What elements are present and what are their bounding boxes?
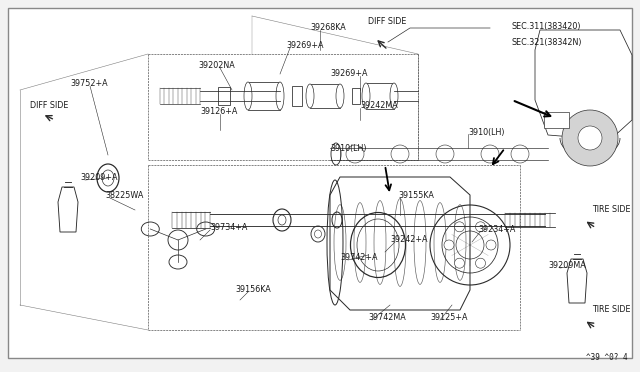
Bar — [352, 88, 360, 104]
Ellipse shape — [196, 222, 214, 236]
Ellipse shape — [306, 84, 314, 108]
Text: TIRE SIDE: TIRE SIDE — [592, 305, 630, 314]
Text: 39742MA: 39742MA — [368, 314, 406, 323]
Ellipse shape — [276, 82, 284, 110]
Text: 39242MA: 39242MA — [360, 102, 397, 110]
Ellipse shape — [244, 82, 252, 110]
Ellipse shape — [436, 145, 454, 163]
Bar — [544, 112, 569, 128]
Ellipse shape — [346, 145, 364, 163]
Text: 39125+A: 39125+A — [430, 314, 467, 323]
Text: ^39 ^0? 4: ^39 ^0? 4 — [586, 353, 628, 362]
Text: 39202NA: 39202NA — [198, 61, 235, 71]
Ellipse shape — [336, 84, 344, 108]
Text: DIFF SIDE: DIFF SIDE — [368, 17, 406, 26]
Ellipse shape — [311, 226, 325, 242]
Text: 38225WA: 38225WA — [105, 192, 143, 201]
Circle shape — [168, 230, 188, 250]
Text: 39269+A: 39269+A — [286, 42, 323, 51]
Bar — [248, 82, 280, 110]
Circle shape — [486, 240, 496, 250]
Text: 39126+A: 39126+A — [200, 108, 237, 116]
Text: 3910(LH): 3910(LH) — [468, 128, 504, 137]
Circle shape — [476, 222, 486, 232]
Ellipse shape — [391, 145, 409, 163]
Ellipse shape — [169, 255, 187, 269]
Bar — [292, 86, 302, 106]
Circle shape — [578, 126, 602, 150]
Circle shape — [454, 258, 465, 268]
Ellipse shape — [481, 145, 499, 163]
Text: DIFF SIDE: DIFF SIDE — [30, 100, 68, 109]
Text: 39752+A: 39752+A — [70, 80, 108, 89]
Text: TIRE SIDE: TIRE SIDE — [592, 205, 630, 215]
Circle shape — [562, 110, 618, 166]
Text: 39742+A: 39742+A — [340, 253, 378, 263]
Ellipse shape — [331, 143, 341, 165]
Ellipse shape — [511, 145, 529, 163]
Text: SEC.321(38342N): SEC.321(38342N) — [512, 38, 582, 46]
Text: 39209MA: 39209MA — [548, 260, 586, 269]
Circle shape — [476, 258, 486, 268]
Text: 39242+A: 39242+A — [390, 235, 428, 244]
Text: 39155KA: 39155KA — [398, 192, 434, 201]
Ellipse shape — [141, 222, 159, 236]
Bar — [218, 87, 230, 105]
Text: 39156KA: 39156KA — [235, 285, 271, 295]
Text: 39268KA: 39268KA — [310, 23, 346, 32]
Text: SEC.311(383420): SEC.311(383420) — [512, 22, 582, 31]
Bar — [310, 84, 340, 108]
Text: 39209+A: 39209+A — [80, 173, 118, 183]
Text: 3910(LH): 3910(LH) — [330, 144, 367, 153]
Text: 39269+A: 39269+A — [330, 70, 367, 78]
Circle shape — [444, 240, 454, 250]
Text: 39734+A: 39734+A — [210, 224, 248, 232]
Ellipse shape — [390, 83, 398, 109]
Text: 39234+A: 39234+A — [478, 225, 515, 234]
Bar — [366, 83, 394, 109]
Ellipse shape — [362, 83, 370, 109]
Circle shape — [454, 222, 465, 232]
